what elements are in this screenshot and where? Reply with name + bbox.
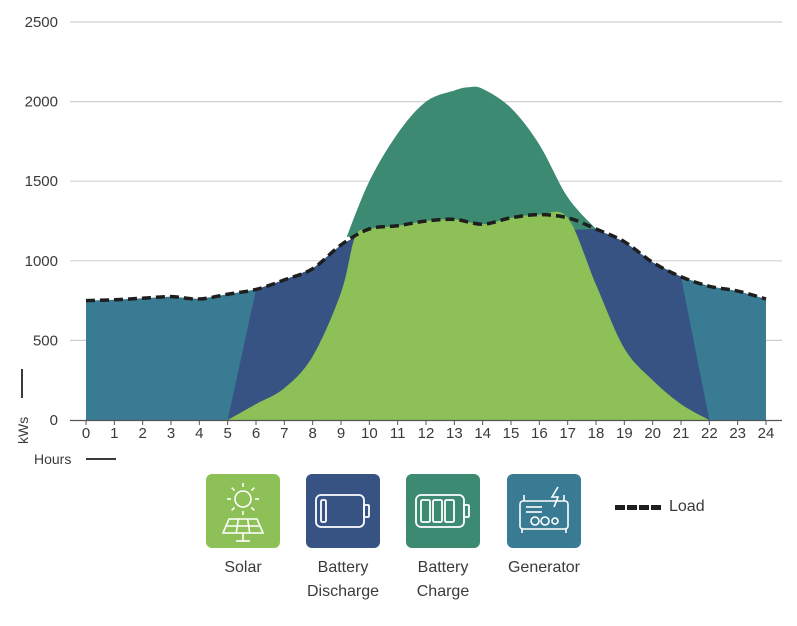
x-tick-label-2: 2 [138, 425, 146, 442]
y-axis-label: kWs [15, 417, 31, 444]
battery-discharge-tile [306, 474, 380, 548]
legend-label-generator: Generator [507, 559, 581, 576]
x-tick-label-14: 14 [474, 425, 491, 442]
legend-item-generator: Generator [489, 474, 599, 580]
area-battery-charge [346, 86, 596, 237]
legend-item-battery-discharge: Battery Discharge [288, 474, 398, 604]
x-axis: 0 1 2 3 4 5 6 7 8 9 10 11 12 13 14 15 16 17 18 19 20 21 22 23 24 [70, 419, 782, 442]
legend-item-battery-charge: Battery Charge [388, 474, 498, 604]
x-tick-label-5: 5 [223, 425, 231, 442]
load-line [85, 212, 767, 303]
y-axis: 0 500 1000 1500 2000 2500 [25, 14, 58, 429]
x-tick-label-17: 17 [559, 425, 576, 442]
legend-item-load: Load [615, 498, 705, 516]
x-tick-label-0: 0 [82, 425, 90, 442]
chart: 0 1 2 3 4 5 6 7 8 9 10 11 12 13 14 15 16 17 18 19 20 21 22 23 24… [15, 14, 782, 467]
y-tick-label-1500: 1500 [25, 173, 58, 190]
x-tick-label-10: 10 [361, 425, 378, 442]
x-tick-label-8: 8 [308, 425, 316, 442]
x-tick-label-19: 19 [616, 425, 633, 442]
x-tick-label-4: 4 [195, 425, 203, 442]
x-tick-label-22: 22 [701, 425, 718, 442]
y-tick-label-500: 500 [33, 332, 58, 349]
chart-areas [86, 86, 766, 420]
x-axis-label: Hours [34, 451, 71, 467]
y-tick-label-2500: 2500 [25, 14, 58, 31]
x-tick-label-6: 6 [252, 425, 260, 442]
x-tick-label-12: 12 [418, 425, 435, 442]
x-tick-label-1: 1 [110, 425, 118, 442]
solar-panel-icon [221, 483, 265, 542]
y-tick-label-0: 0 [50, 412, 58, 429]
legend-label-load: Load [669, 498, 705, 515]
legend: Solar Battery Discharge [0, 474, 797, 624]
x-tick-label-13: 13 [446, 425, 463, 442]
x-tick-label-24: 24 [758, 425, 775, 442]
x-tick-label-15: 15 [503, 425, 520, 442]
x-tick-label-3: 3 [167, 425, 175, 442]
y-tick-label-1000: 1000 [25, 253, 58, 270]
axis-titles: kWs Hours [15, 369, 116, 467]
legend-label-solar: Solar [224, 559, 262, 576]
x-tick-label-9: 9 [337, 425, 345, 442]
x-tick-label-21: 21 [673, 425, 690, 442]
legend-label-battery-discharge: Battery Discharge [306, 559, 380, 600]
solar-tile [206, 474, 280, 548]
x-tick-label-20: 20 [644, 425, 661, 442]
battery-low-icon [315, 494, 370, 528]
battery-full-icon [415, 494, 470, 528]
x-tick-label-11: 11 [390, 425, 406, 442]
x-tick-label-7: 7 [280, 425, 288, 442]
battery-charge-tile [406, 474, 480, 548]
generator-icon [519, 486, 569, 533]
load-line-path [85, 212, 767, 303]
generator-tile [507, 474, 581, 548]
x-tick-label-23: 23 [729, 425, 746, 442]
legend-label-battery-charge: Battery Charge [416, 559, 470, 600]
x-tick-label-18: 18 [588, 425, 605, 442]
legend-item-solar: Solar [188, 474, 298, 580]
y-tick-label-2000: 2000 [25, 94, 58, 111]
x-tick-label-16: 16 [531, 425, 548, 442]
area-solar [227, 211, 710, 420]
load-line-swatch [615, 504, 661, 510]
